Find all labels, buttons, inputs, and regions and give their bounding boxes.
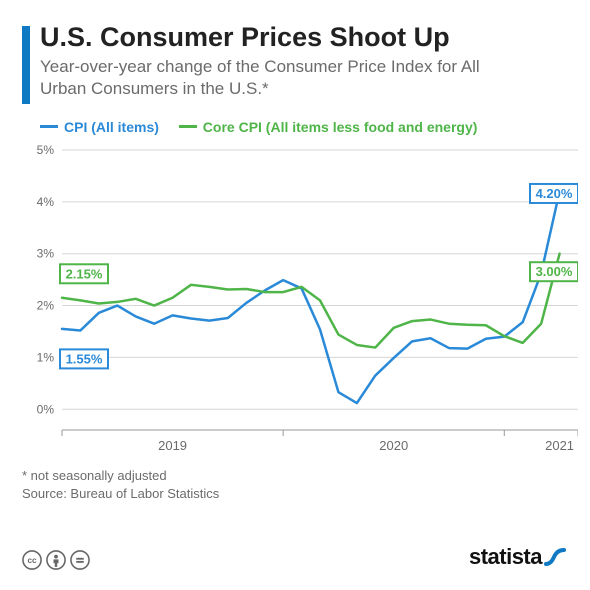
page-subtitle: Year-over-year change of the Consumer Pr… xyxy=(40,56,520,100)
nd-icon xyxy=(70,550,90,570)
svg-text:1.55%: 1.55% xyxy=(66,351,103,366)
logo-text: statista xyxy=(469,544,542,570)
legend-swatch-core xyxy=(179,125,197,128)
chart-svg: 0% 1% 2% 3% 4% 5% 2019 2020 2021 1.55% 2.15% 4.20% 3… xyxy=(22,140,578,450)
svg-text:2019: 2019 xyxy=(158,438,187,450)
svg-text:2020: 2020 xyxy=(379,438,408,450)
svg-text:cc: cc xyxy=(27,556,37,565)
by-icon xyxy=(46,550,66,570)
page-title: U.S. Consumer Prices Shoot Up xyxy=(40,22,450,53)
legend-label-cpi: CPI (All items) xyxy=(64,119,159,135)
svg-text:1%: 1% xyxy=(37,350,55,364)
accent-bar xyxy=(22,26,30,104)
footnote-line1: * not seasonally adjusted xyxy=(22,467,219,485)
svg-text:4.20%: 4.20% xyxy=(536,186,573,201)
svg-text:5%: 5% xyxy=(37,143,55,157)
legend-label-core: Core CPI (All items less food and energy… xyxy=(203,119,478,135)
logo-wave-icon xyxy=(544,547,568,567)
legend-item-core: Core CPI (All items less food and energy… xyxy=(179,119,478,135)
svg-text:2021: 2021 xyxy=(545,438,574,450)
svg-text:4%: 4% xyxy=(37,195,55,209)
svg-text:3%: 3% xyxy=(37,247,55,261)
chart-legend: CPI (All items) Core CPI (All items less… xyxy=(40,115,493,135)
cc-icons: cc xyxy=(22,550,90,570)
footnote: * not seasonally adjusted Source: Bureau… xyxy=(22,467,219,502)
legend-item-cpi: CPI (All items) xyxy=(40,119,159,135)
cc-icon: cc xyxy=(22,550,42,570)
footer: cc statista xyxy=(22,544,568,570)
statista-logo: statista xyxy=(469,544,568,570)
svg-text:2%: 2% xyxy=(37,299,55,313)
svg-text:2.15%: 2.15% xyxy=(66,266,103,281)
svg-text:3.00%: 3.00% xyxy=(536,264,573,279)
legend-swatch-cpi xyxy=(40,125,58,128)
line-chart: 0% 1% 2% 3% 4% 5% 2019 2020 2021 1.55% 2.15% 4.20% 3… xyxy=(22,140,578,450)
svg-text:0%: 0% xyxy=(37,402,55,416)
footnote-line2: Source: Bureau of Labor Statistics xyxy=(22,485,219,503)
